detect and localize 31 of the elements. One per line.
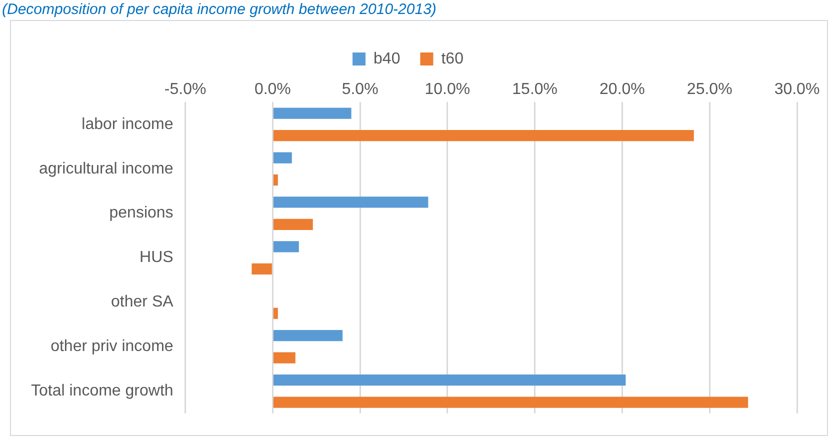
- x-tick-label: 25.0%: [686, 81, 732, 98]
- x-tick-label: 5.0%: [342, 81, 378, 98]
- y-tick-label: other priv income: [50, 338, 174, 356]
- y-tick-label: HUS: [140, 249, 174, 266]
- bar: [273, 218, 313, 230]
- bar: [273, 396, 748, 408]
- bar: [273, 174, 278, 186]
- x-tick-label: 30.0%: [774, 81, 820, 98]
- x-tick-label: 0.0%: [254, 81, 291, 98]
- bar: [273, 308, 278, 319]
- y-tick-label: Total income growth: [30, 382, 174, 400]
- legend-label: b40: [374, 50, 400, 68]
- x-tick-label: 15.0%: [512, 81, 558, 98]
- x-tick-label: 10.0%: [424, 81, 470, 98]
- bar: [273, 352, 296, 364]
- x-tick-label: 20.0%: [600, 81, 645, 98]
- y-tick-label: other SA: [111, 294, 174, 311]
- x-tick-label: -5.0%: [164, 81, 206, 98]
- legend-label: t60: [441, 50, 464, 68]
- bar: [273, 152, 292, 164]
- bar: [273, 374, 626, 386]
- bar: [252, 263, 272, 274]
- bar: [273, 196, 428, 208]
- y-tick-label: labor income: [82, 116, 174, 133]
- y-tick-label: agricultural income: [39, 160, 174, 178]
- bar: [273, 130, 694, 142]
- bar: [273, 241, 299, 252]
- bar: [273, 108, 352, 119]
- chart-title: (Decomposition of per capita income growth between 2010-2013): [1, 0, 438, 20]
- y-tick-label: pensions: [109, 204, 174, 222]
- bar: [273, 330, 343, 342]
